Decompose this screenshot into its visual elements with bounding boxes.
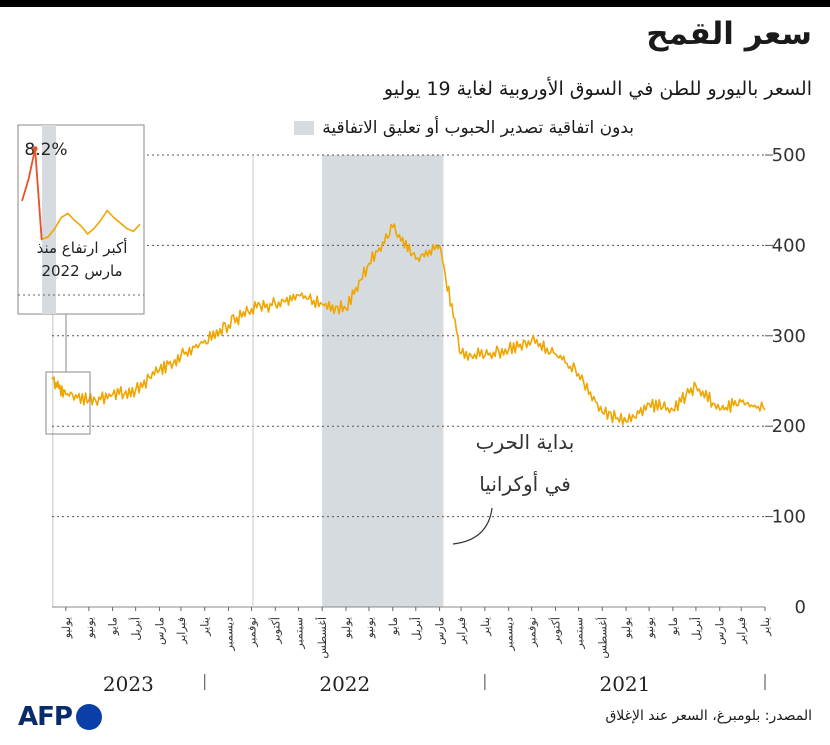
month-label-9: أكتوبر [548,617,562,644]
annotation-layer: بداية الحرب في أوكرانيا [452,430,575,545]
year-label-2023: 2023 [103,672,154,696]
month-label-15: أبريل [409,617,423,641]
war-annotation-arrow [452,507,493,545]
price-series-line [51,223,766,426]
inset-series-line [34,148,141,241]
line-layer [51,223,766,426]
inset-layer: 8.2% أكبر ارتفاع منذ مارس 2022 [17,124,145,435]
month-label-12: يناير [479,617,492,637]
month-label-5: يونيو [643,617,656,639]
chart-subtitle: السعر باليورو للطن في السوق الأوروبية لغ… [383,78,812,100]
top-bar [0,0,830,7]
month-label-19: أغسطس [315,617,329,659]
inset-box [17,124,145,315]
y-tick-label-300: 300 [772,326,806,347]
legend-label: بدون اتفاقية تصدير الحبوب أو تعليق الاتف… [322,118,634,138]
war-annotation-line2: في أوكرانيا [479,471,571,497]
month-label-26: مارس [153,617,166,645]
month-label-27: أبريل [129,617,143,641]
month-label-3: أبريل [689,617,703,641]
inset-line-group [21,146,141,241]
month-label-29: يونيو [83,617,96,639]
year-label-2021: 2021 [599,672,650,696]
axis-layer: 0 100 200 300 400 500 يناير فبراير مارس أبريل مايو… [60,145,806,696]
inset-caption-line2: مارس 2022 [41,262,122,280]
month-label-28: مايو [107,617,120,636]
inset-caption-line1: أكبر ارتفاع منذ [37,238,128,257]
legend: بدون اتفاقية تصدير الحبوب أو تعليق الاتف… [294,118,634,138]
inset-highlight-box [45,371,91,435]
month-label-25: فبراير [175,617,188,645]
month-label-30: يوليو [60,617,73,639]
month-label-4: مايو [667,617,680,636]
month-label-2: مارس [714,617,727,645]
inset-spike-point [32,146,38,152]
month-label-14: مارس [434,617,447,645]
shaded-period-0 [322,155,444,607]
month-label-16: مايو [387,617,400,636]
month-label-11: ديسمبر [503,617,516,652]
month-label-21: أكتوبر [268,617,282,644]
month-label-6: يوليو [620,617,633,639]
month-label-0: يناير [759,617,772,637]
month-label-23: ديسمبر [223,617,236,652]
y-tick-label-100: 100 [772,507,806,528]
month-label-1: فبراير [735,617,748,645]
war-annotation-line1: بداية الحرب [476,430,575,454]
month-label-10: نوفمبر [526,617,539,648]
year-label-2022: 2022 [319,672,370,696]
afp-logo: AFP [18,702,102,732]
inset-spike-line [21,148,43,240]
month-label-13: فبراير [455,617,468,645]
legend-swatch [294,121,315,135]
inset-percent-label: 8.2% [24,140,67,160]
source-note: المصدر: بلومبرغ، السعر عند الإغلاق [605,708,812,724]
month-label-24: يناير [199,617,212,637]
afp-logo-dot [75,704,102,730]
shaded-period-1 [52,155,54,607]
month-label-8: سبتمبر [572,617,585,650]
afp-logo-text: AFP [18,702,73,732]
inset-shade [42,125,56,314]
month-label-18: يوليو [340,617,353,639]
month-label-22: نوفمبر [246,617,259,648]
shade-layer [52,155,444,607]
month-label-7: أغسطس [595,617,609,659]
y-tick-label-400: 400 [772,235,806,256]
y-tick-label-200: 200 [772,416,806,437]
month-label-20: سبتمبر [292,617,305,650]
y-tick-label-0: 0 [795,597,806,618]
month-label-17: يونيو [363,617,376,639]
chart-title: سعر القمح [646,16,812,52]
y-tick-label-500: 500 [772,145,806,166]
